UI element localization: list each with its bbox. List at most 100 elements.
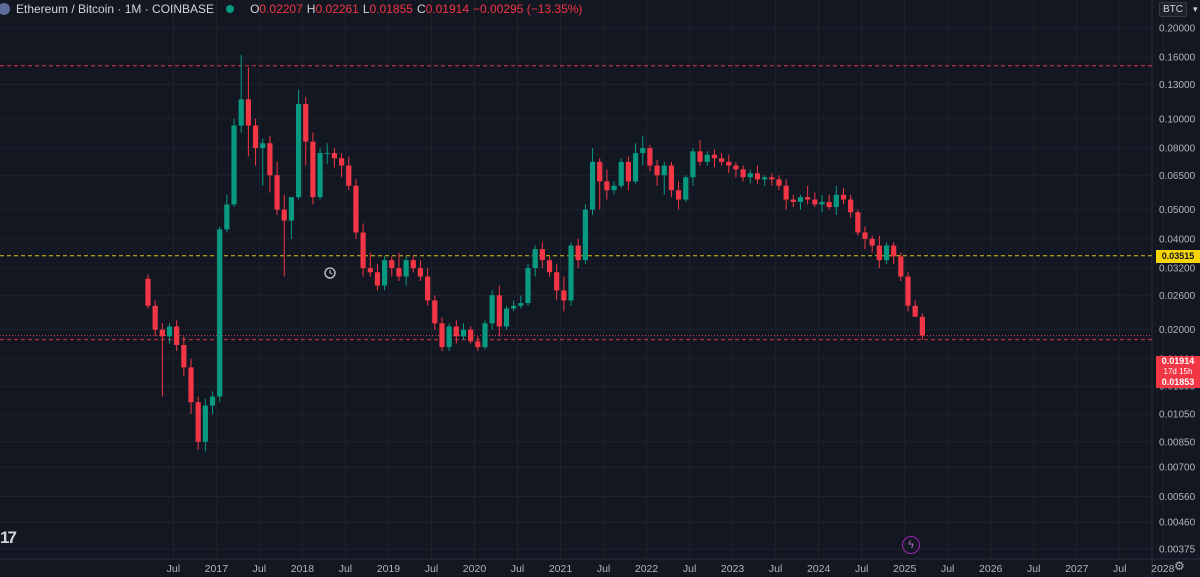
x-tick-label: Jul bbox=[597, 563, 610, 575]
candle-body bbox=[518, 303, 524, 306]
last-price-tag: 0.01914 17d 15h 0.01853 bbox=[1156, 356, 1200, 388]
candle-body bbox=[503, 308, 510, 327]
candle-body bbox=[245, 99, 251, 126]
y-tick-label: 0.04000 bbox=[1159, 234, 1196, 245]
symbol-title[interactable]: Ethereum / Bitcoin · 1M · COINBASE bbox=[16, 2, 215, 16]
candle-body bbox=[632, 153, 639, 182]
candle-body bbox=[833, 194, 839, 208]
candle-body bbox=[475, 341, 481, 348]
x-tick-label: Jul bbox=[167, 563, 180, 575]
flash-icon[interactable]: ϟ bbox=[902, 536, 920, 554]
candle-body bbox=[869, 238, 875, 246]
candle-body bbox=[532, 249, 538, 269]
candle-body bbox=[396, 268, 402, 277]
candle-body bbox=[489, 295, 495, 324]
tradingview-logo[interactable]: 17 bbox=[0, 528, 17, 547]
bar-countdown: 17d 15h bbox=[1163, 366, 1193, 376]
change-value: −0.00295 (−13.35%) bbox=[473, 2, 583, 16]
x-tick-label: Jul bbox=[769, 563, 782, 575]
candle-body bbox=[166, 326, 173, 337]
candle-body bbox=[252, 125, 259, 149]
candle-body bbox=[840, 194, 847, 200]
x-tick-label: Jul bbox=[855, 563, 868, 575]
candle-body bbox=[317, 153, 323, 198]
candle-body bbox=[260, 143, 266, 149]
x-tick-label: 2017 bbox=[205, 563, 229, 575]
x-tick-label: 2018 bbox=[291, 563, 315, 575]
candle-body bbox=[539, 249, 545, 261]
candle-body bbox=[331, 153, 338, 159]
candle-body bbox=[740, 169, 746, 178]
x-tick-label: 2027 bbox=[1065, 563, 1089, 575]
candle-body bbox=[496, 295, 502, 327]
candle-body bbox=[790, 199, 796, 202]
open-label: O bbox=[250, 2, 260, 16]
last-price: 0.01914 bbox=[1161, 356, 1195, 366]
y-tick-label: 0.01050 bbox=[1159, 410, 1196, 421]
candle-body bbox=[812, 199, 818, 205]
candle-body bbox=[525, 268, 531, 304]
candle-body bbox=[188, 367, 194, 403]
market-status-icon bbox=[226, 5, 235, 13]
candle-body bbox=[683, 177, 689, 200]
candle-body bbox=[819, 201, 825, 205]
open-value: 0.02207 bbox=[259, 2, 303, 16]
candle-body bbox=[460, 329, 467, 337]
candle-body bbox=[382, 260, 388, 286]
x-tick-label: Jul bbox=[339, 563, 352, 575]
x-tick-label: Jul bbox=[511, 563, 524, 575]
x-tick-label: 2021 bbox=[549, 563, 573, 575]
y-tick-label: 0.00850 bbox=[1159, 437, 1196, 448]
candle-body bbox=[589, 161, 596, 210]
currency-label: BTC bbox=[1159, 1, 1187, 17]
candle-body bbox=[324, 153, 330, 155]
candle-body bbox=[848, 199, 854, 213]
marked-price-tag: 0.03515 bbox=[1156, 250, 1200, 263]
candle-body bbox=[604, 181, 610, 191]
low-label: L bbox=[362, 2, 370, 16]
candle-body bbox=[281, 209, 287, 221]
candle-body bbox=[417, 268, 424, 277]
candle-body bbox=[374, 272, 381, 286]
y-tick-label: 0.08000 bbox=[1159, 144, 1196, 155]
x-tick-label: 2025 bbox=[893, 563, 917, 575]
currency-selector[interactable]: BTC ▾ bbox=[1157, 0, 1200, 18]
candle-body bbox=[919, 316, 925, 336]
candle-body bbox=[561, 290, 567, 301]
candle-body bbox=[783, 185, 789, 200]
candle-body bbox=[511, 305, 517, 309]
chart-legend: Ethereum / Bitcoin · 1M · COINBASE O 0.02… bbox=[0, 0, 586, 18]
candle-body bbox=[668, 165, 675, 191]
y-tick-label: 0.20000 bbox=[1159, 24, 1196, 35]
candle-body bbox=[776, 179, 782, 186]
candle-body bbox=[898, 256, 904, 277]
candle-body bbox=[295, 103, 302, 198]
y-tick-label: 0.06500 bbox=[1159, 171, 1196, 182]
candle-body bbox=[719, 158, 725, 162]
x-tick-label: Jul bbox=[253, 563, 266, 575]
candle-body bbox=[209, 396, 216, 406]
candle-body bbox=[482, 323, 488, 348]
candle-body bbox=[912, 305, 918, 317]
low-price: 0.01853 bbox=[1161, 377, 1195, 387]
candle-body bbox=[726, 161, 732, 166]
candle-body bbox=[805, 197, 811, 200]
gear-icon[interactable]: ⚙ bbox=[1174, 559, 1185, 573]
candle-body bbox=[224, 204, 230, 230]
candle-body bbox=[654, 165, 660, 176]
candle-body bbox=[360, 232, 366, 269]
candle-body bbox=[202, 405, 208, 442]
clock-hand bbox=[329, 272, 333, 275]
y-tick-label: 0.13000 bbox=[1159, 80, 1196, 91]
ethereum-symbol-icon bbox=[0, 3, 10, 15]
candle-body bbox=[453, 326, 459, 337]
candle-body bbox=[353, 185, 359, 233]
candle-body bbox=[310, 141, 316, 198]
candle-body bbox=[690, 151, 696, 178]
candle-body bbox=[704, 154, 710, 162]
candle-body bbox=[905, 276, 911, 306]
x-tick-label: 2028 bbox=[1151, 563, 1175, 575]
y-tick-label: 0.00700 bbox=[1159, 463, 1196, 474]
